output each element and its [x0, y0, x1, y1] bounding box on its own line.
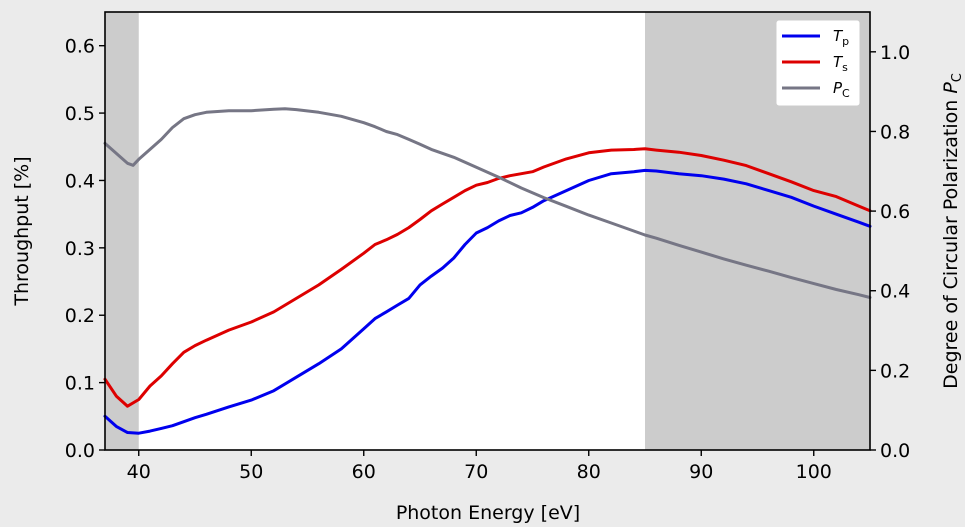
shaded-regions [105, 12, 870, 450]
legend: Tp Ts PC [775, 19, 861, 107]
legend-label-p-c: PC [833, 79, 850, 100]
y-axis-ticks: 0.0 0.1 0.2 0.3 0.4 0.5 0.6 [65, 36, 105, 462]
x-tick-label: 70 [464, 461, 488, 483]
y2-tick-label: 0.0 [880, 440, 910, 462]
y2-tick-label: 0.6 [880, 201, 910, 223]
plot-frame [104, 11, 871, 451]
y2-tick-label: 0.8 [880, 121, 910, 143]
y-tick-label: 0.0 [65, 440, 95, 462]
x-tick-label: 60 [352, 461, 376, 483]
legend-label-t-p: Tp [833, 27, 849, 48]
x-tick-label: 80 [577, 461, 601, 483]
x-tick-label: 50 [239, 461, 263, 483]
y2-axis-ticks: 0.0 0.2 0.4 0.6 0.8 1.0 [870, 42, 910, 462]
series-line-t-p [103, 168, 872, 435]
shaded-region-1 [105, 12, 139, 450]
y-tick-label: 0.2 [65, 305, 95, 327]
x-tick-label: 90 [689, 461, 713, 483]
series-line-t-s [103, 147, 872, 408]
series-line-p-c [103, 107, 872, 299]
y2-tick-label: 0.4 [880, 281, 910, 303]
series-lines [103, 107, 872, 435]
y2-tick-label: 1.0 [880, 42, 910, 64]
x-tick-label: 100 [796, 461, 832, 483]
y-tick-label: 0.1 [65, 373, 95, 395]
y-tick-label: 0.5 [65, 103, 95, 125]
y-tick-label: 0.3 [65, 238, 95, 260]
legend-label-t-s: Ts [833, 53, 848, 74]
y2-axis-label: Degree of Circular Polarization PC [940, 73, 965, 389]
y-tick-label: 0.4 [65, 170, 95, 192]
y2-tick-label: 0.2 [880, 360, 910, 382]
x-axis-label: Photon Energy [eV] [396, 502, 580, 524]
x-tick-label: 40 [127, 461, 151, 483]
y-axis-label: Throughput [%] [11, 156, 33, 306]
y-tick-label: 0.6 [65, 36, 95, 58]
x-axis-ticks: 40 50 60 70 80 90 100 [127, 450, 832, 483]
